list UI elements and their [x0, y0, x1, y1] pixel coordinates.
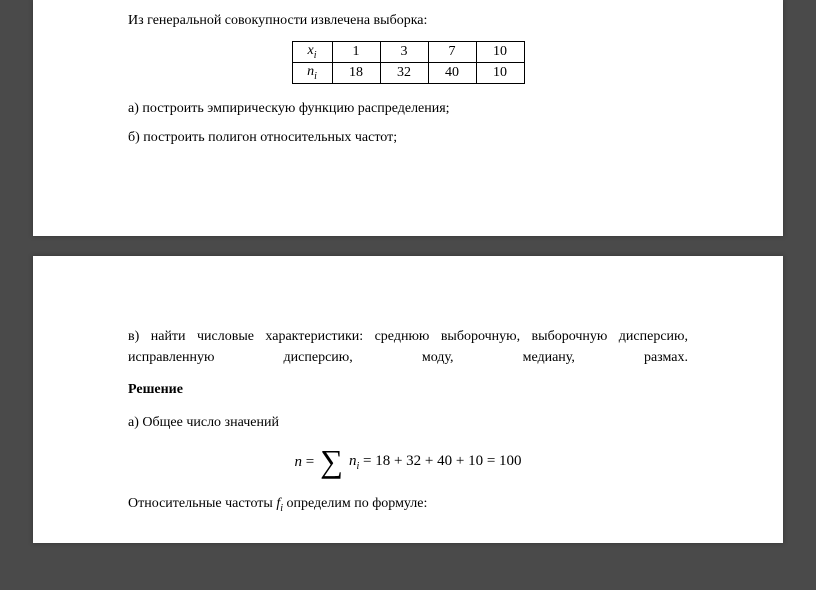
lhs-var: n [294, 454, 302, 470]
x-cell-1: 3 [380, 42, 428, 63]
sum-expression: n = ∑ ni = 18 + 32 + 40 + 10 = 100 [294, 447, 521, 479]
sigma-icon: ∑ [320, 445, 343, 477]
data-table: xi 1 3 7 10 ni 18 32 40 10 [292, 41, 525, 84]
task-a-text: а) построить эмпирическую функцию распре… [128, 98, 688, 119]
x-cell-0: 1 [332, 42, 380, 63]
n-header-cell: ni [292, 62, 332, 83]
page-top: Из генеральной совокупности извлечена вы… [33, 0, 783, 236]
n-cell-2: 40 [428, 62, 476, 83]
n-cell-3: 10 [476, 62, 524, 83]
table-row: ni 18 32 40 10 [292, 62, 524, 83]
formula-n: n = ∑ ni = 18 + 32 + 40 + 10 = 100 [128, 447, 688, 479]
eq2: = 18 + 32 + 40 + 10 = 100 [359, 453, 521, 469]
solution-title: Решение [128, 382, 688, 398]
x-cell-3: 10 [476, 42, 524, 63]
n-cell-1: 32 [380, 62, 428, 83]
eq1: = [302, 454, 314, 470]
intro-text: Из генеральной совокупности извлечена вы… [128, 10, 688, 31]
table-row: xi 1 3 7 10 [292, 42, 524, 63]
page-bottom: в) найти числовые характеристики: средню… [33, 256, 783, 544]
data-table-wrap: xi 1 3 7 10 ni 18 32 40 10 [128, 41, 688, 84]
task-b-text: б) построить полигон относительных часто… [128, 127, 688, 148]
x-sub: i [314, 50, 317, 61]
n-sub: i [314, 71, 317, 82]
x-header-cell: xi [292, 42, 332, 63]
task-v-text: в) найти числовые характеристики: средню… [128, 326, 688, 368]
freq-post: определим по формуле: [283, 496, 427, 511]
freq-pre: Относительные частоты [128, 496, 276, 511]
sol-a-text: а) Общее число значений [128, 412, 688, 433]
n-cell-0: 18 [332, 62, 380, 83]
freq-text: Относительные частоты fi определим по фо… [128, 493, 688, 516]
x-cell-2: 7 [428, 42, 476, 63]
